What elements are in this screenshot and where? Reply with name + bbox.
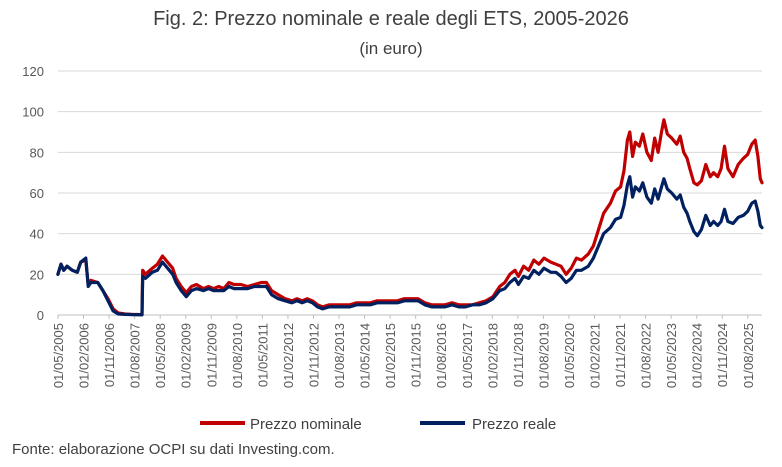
x-tick-label: 01/02/2018 <box>485 323 500 388</box>
y-tick-label: 80 <box>30 145 44 160</box>
legend-label: Prezzo nominale <box>250 416 362 433</box>
x-tick-label: 01/11/2006 <box>102 323 117 387</box>
x-tick-label: 01/05/2005 <box>51 323 66 388</box>
x-tick-label: 01/05/2023 <box>664 323 679 388</box>
series-line-reale <box>56 175 764 317</box>
chart-title: Fig. 2: Prezzo nominale e reale degli ET… <box>153 8 629 30</box>
x-tick-label: 01/08/2013 <box>332 323 347 388</box>
y-axis-ticks: 0 20 40 60 80 100 120 <box>22 64 44 323</box>
chart-subtitle: (in euro) <box>359 39 423 58</box>
x-tick-label: 01/11/2018 <box>511 323 526 387</box>
gridlines <box>58 70 762 275</box>
source-note: Fonte: elaborazione OCPI su dati Investi… <box>12 441 335 458</box>
x-tick-label: 01/11/2009 <box>204 323 219 387</box>
y-tick-label: 60 <box>30 186 44 201</box>
x-axis-ticks: 01/05/2005 01/02/2006 01/11/2006 01/08/2007… <box>51 315 756 388</box>
x-tick-label: 01/05/2014 <box>358 323 373 388</box>
y-tick-label: 20 <box>30 267 44 282</box>
y-tick-label: 100 <box>22 105 44 120</box>
y-tick-label: 120 <box>22 64 44 79</box>
x-tick-label: 01/08/2025 <box>741 323 756 388</box>
x-tick-label: 01/08/2019 <box>536 323 551 388</box>
x-tick-label: 01/05/2008 <box>153 323 168 388</box>
x-tick-label: 01/02/2009 <box>179 323 194 388</box>
x-tick-label: 01/08/2016 <box>434 323 449 388</box>
x-tick-label: 01/05/2020 <box>562 323 577 388</box>
x-tick-label: 01/08/2022 <box>639 323 654 388</box>
x-tick-label: 01/08/2010 <box>230 323 245 388</box>
x-tick-label: 01/05/2017 <box>460 323 475 388</box>
x-tick-label: 01/11/2021 <box>613 323 628 387</box>
series-line-nominale <box>56 118 764 317</box>
y-tick-label: 0 <box>37 308 44 323</box>
x-tick-label: 01/11/2024 <box>715 323 730 387</box>
x-tick-label: 01/02/2012 <box>281 323 296 388</box>
x-tick-label: 01/02/2024 <box>690 323 705 388</box>
y-tick-label: 40 <box>30 227 44 242</box>
x-tick-label: 01/08/2007 <box>128 323 143 388</box>
legend: Prezzo nominale Prezzo reale <box>200 416 556 433</box>
x-tick-label: 01/02/2006 <box>77 323 92 388</box>
x-tick-label: 01/11/2012 <box>306 323 321 387</box>
legend-label: Prezzo reale <box>472 416 556 433</box>
x-tick-label: 01/02/2015 <box>383 323 398 388</box>
x-tick-label: 01/02/2021 <box>588 323 603 388</box>
x-tick-label: 01/11/2015 <box>409 323 424 387</box>
series-lines <box>56 118 764 317</box>
x-tick-label: 01/05/2011 <box>255 323 270 387</box>
